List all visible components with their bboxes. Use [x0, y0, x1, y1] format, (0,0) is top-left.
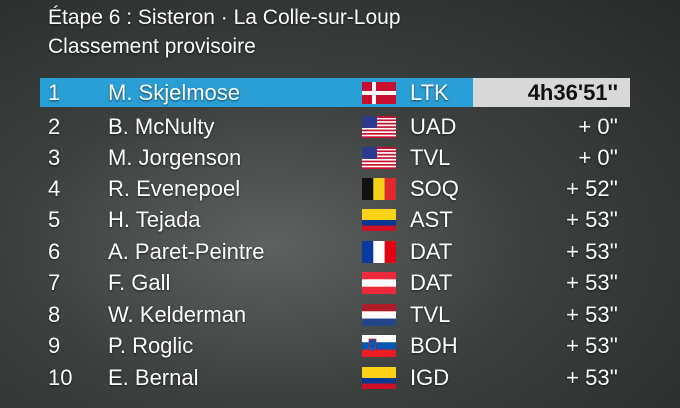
flag — [362, 209, 396, 231]
rider-row: 8 W. Kelderman TVL + 53'' — [40, 300, 630, 329]
rider-name: P. Roglic — [108, 333, 194, 358]
flag — [362, 147, 396, 169]
rider-name: W. Kelderman — [108, 302, 247, 327]
time-gap: + 53'' — [566, 270, 618, 295]
rider-row: 4 R. Evenepoel SOQ + 52'' — [40, 174, 630, 203]
team: TVL — [410, 145, 451, 170]
rider-name: F. Gall — [108, 270, 171, 295]
team: LTK — [410, 80, 449, 105]
flag — [362, 304, 396, 326]
flag — [362, 82, 396, 104]
time-gap: + 0'' — [578, 145, 618, 170]
rider-name: M. Skjelmose — [108, 80, 241, 105]
rider-row: 9 P. Roglic BOH + 53'' — [40, 331, 630, 360]
rank: 5 — [48, 207, 61, 232]
team: DAT — [410, 270, 453, 295]
standings-subtitle: Classement provisoire — [48, 35, 256, 58]
flag — [362, 367, 396, 389]
rider-name: R. Evenepoel — [108, 176, 241, 201]
flag — [362, 178, 396, 200]
rank: 4 — [48, 176, 61, 201]
rank: 8 — [48, 302, 61, 327]
time-gap: + 0'' — [578, 114, 618, 139]
stage-title: Étape 6 : Sisteron · La Colle-sur-Loup — [48, 6, 401, 29]
rider-name: B. McNulty — [108, 114, 215, 139]
time-gap: + 53'' — [566, 207, 618, 232]
rank: 2 — [48, 114, 61, 139]
rank: 1 — [48, 80, 61, 105]
time-gap: + 53'' — [566, 333, 618, 358]
rider-row: 2 B. McNulty UAD + 0'' — [40, 112, 630, 141]
rider-name: H. Tejada — [108, 207, 201, 232]
rank: 9 — [48, 333, 61, 358]
rider-row: 6 A. Paret-Peintre DAT + 53'' — [40, 237, 630, 266]
time: 4h36'51'' — [473, 78, 630, 107]
rider-row: 10 E. Bernal IGD + 53'' — [40, 363, 630, 392]
rider-name: M. Jorgenson — [108, 145, 242, 170]
rider-row: 1 M. Skjelmose LTK 4h36'51'' — [40, 78, 630, 107]
rank: 6 — [48, 239, 61, 264]
team: TVL — [410, 302, 451, 327]
rider-row: 5 H. Tejada AST + 53'' — [40, 205, 630, 234]
team: BOH — [410, 333, 458, 358]
team: IGD — [410, 365, 450, 390]
rider-row: 3 M. Jorgenson TVL + 0'' — [40, 143, 630, 172]
rank: 10 — [48, 365, 73, 390]
flag — [362, 116, 396, 138]
team: DAT — [410, 239, 453, 264]
team: SOQ — [410, 176, 459, 201]
rider-name: E. Bernal — [108, 365, 199, 390]
time-gap: + 53'' — [566, 302, 618, 327]
flag — [362, 272, 396, 294]
flag — [362, 241, 396, 263]
flag — [362, 335, 396, 357]
rank: 7 — [48, 270, 61, 295]
rank: 3 — [48, 145, 61, 170]
rider-name: A. Paret-Peintre — [108, 239, 265, 264]
time-gap: + 53'' — [566, 365, 618, 390]
team: AST — [410, 207, 453, 232]
team: UAD — [410, 114, 457, 139]
time-gap: + 53'' — [566, 239, 618, 264]
rider-row: 7 F. Gall DAT + 53'' — [40, 268, 630, 297]
time-gap: + 52'' — [566, 176, 618, 201]
